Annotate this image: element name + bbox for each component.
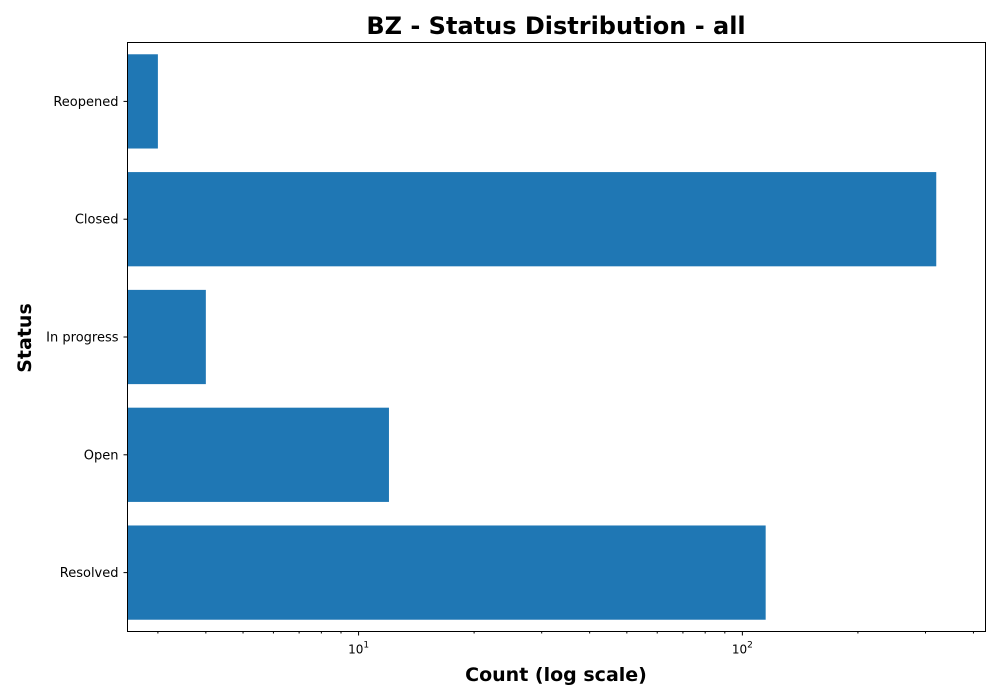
bar-reopened (127, 54, 158, 149)
x-tick-label: 101 (348, 641, 369, 657)
y-tick-label-closed: Closed (75, 213, 119, 228)
bars-group (127, 54, 937, 620)
y-tick-label-reopened: Reopened (53, 95, 118, 110)
y-axis-ticks: Resolved Open In progress Closed Reopened (46, 95, 128, 581)
bar-resolved (127, 525, 766, 620)
y-tick-label-open: Open (84, 448, 119, 463)
bar-closed (127, 172, 937, 267)
y-axis-label: Status (14, 303, 36, 373)
x-axis-ticks: 101 102 (157, 631, 974, 657)
bar-open (127, 407, 389, 502)
bar-in-progress (127, 289, 206, 385)
chart-title: BZ - Status Distribution - all (366, 12, 745, 40)
y-tick-label-resolved: Resolved (60, 566, 119, 581)
y-tick-label-in-progress: In progress (46, 331, 119, 346)
x-tick-label: 102 (732, 641, 753, 657)
x-axis-label: Count (log scale) (465, 664, 647, 686)
